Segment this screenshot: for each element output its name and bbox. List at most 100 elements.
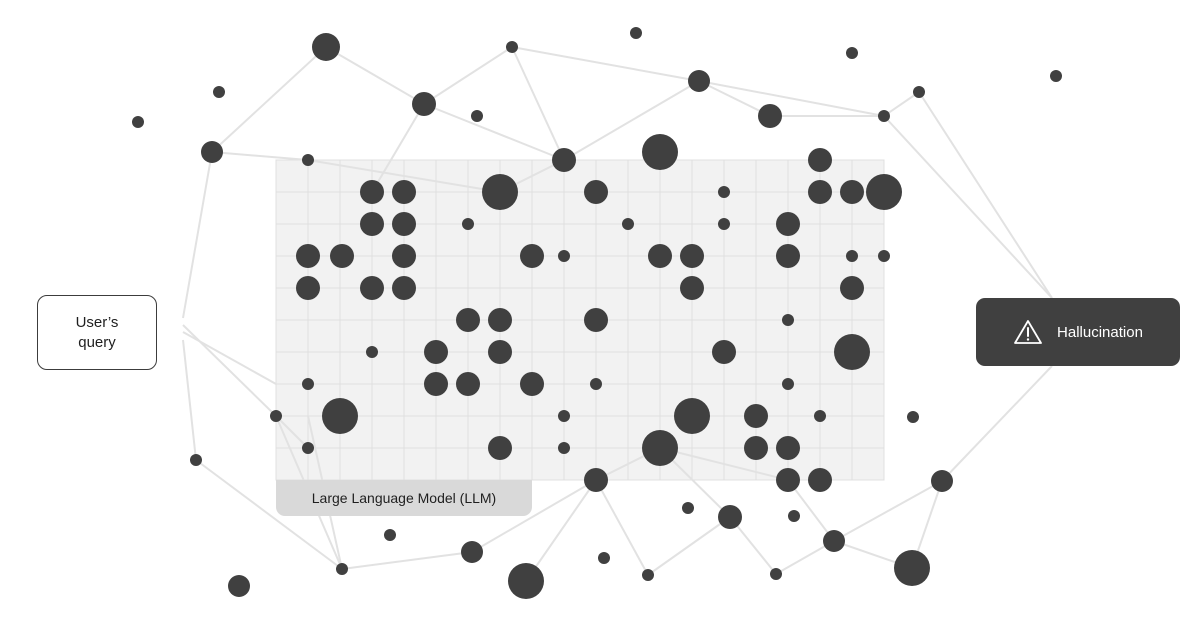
network-edge <box>182 331 277 385</box>
network-node <box>598 552 610 564</box>
network-node <box>296 276 320 300</box>
network-node <box>642 569 654 581</box>
network-node <box>642 134 678 170</box>
network-node <box>322 398 358 434</box>
network-node <box>312 33 340 61</box>
user-query-label: User’s query <box>75 313 119 351</box>
network-node <box>674 398 710 434</box>
network-node <box>488 340 512 364</box>
llm-label: Large Language Model (LLM) <box>311 490 497 506</box>
network-node <box>770 568 782 580</box>
network-node <box>520 372 544 396</box>
network-node <box>471 110 483 122</box>
network-node <box>590 378 602 390</box>
network-node <box>776 436 800 460</box>
network-node <box>840 180 864 204</box>
network-edge <box>525 479 649 582</box>
network-node <box>788 510 800 522</box>
network-node <box>688 70 710 92</box>
user-query-box: User’s query <box>37 295 157 370</box>
network-node <box>718 218 730 230</box>
network-node <box>782 378 794 390</box>
hallucination-box: Hallucination <box>976 298 1180 366</box>
network-node <box>913 86 925 98</box>
network-nodes <box>132 27 1062 599</box>
network-node <box>552 148 576 172</box>
network-node <box>412 92 436 116</box>
network-node <box>201 141 223 163</box>
network-node <box>878 110 890 122</box>
network-node <box>558 250 570 262</box>
network-node <box>680 244 704 268</box>
network-node <box>776 212 800 236</box>
network-node <box>718 186 730 198</box>
network-node <box>1050 70 1062 82</box>
network-edge <box>275 415 309 449</box>
network-node <box>488 436 512 460</box>
network-edge <box>423 46 565 161</box>
network-node <box>584 468 608 492</box>
network-node <box>488 308 512 332</box>
network-node <box>392 180 416 204</box>
network-node <box>558 442 570 454</box>
network-node <box>808 468 832 492</box>
network-node <box>132 116 144 128</box>
network-node <box>680 276 704 300</box>
network-node <box>758 104 782 128</box>
network-node <box>814 410 826 422</box>
network-node <box>782 314 794 326</box>
network-node <box>682 502 694 514</box>
network-node <box>648 244 672 268</box>
network-node <box>506 41 518 53</box>
llm-label-tab: Large Language Model (LLM) <box>276 480 532 516</box>
warning-triangle-icon <box>1014 320 1042 344</box>
network-node <box>296 244 320 268</box>
network-node <box>878 250 890 262</box>
network-node <box>360 276 384 300</box>
network-node <box>642 430 678 466</box>
network-node <box>558 410 570 422</box>
network-node <box>392 212 416 236</box>
network-edge <box>182 46 1053 319</box>
network-node <box>776 244 800 268</box>
network-node <box>894 550 930 586</box>
network-node <box>384 529 396 541</box>
hallucination-label: Hallucination <box>1057 323 1143 341</box>
network-node <box>336 563 348 575</box>
network-node <box>584 180 608 204</box>
network-node <box>424 340 448 364</box>
network-node <box>622 218 634 230</box>
network-node <box>424 372 448 396</box>
network-node <box>840 276 864 300</box>
network-node <box>366 346 378 358</box>
network-node <box>462 218 474 230</box>
network-node <box>718 505 742 529</box>
network-node <box>846 250 858 262</box>
network-node <box>360 212 384 236</box>
network-node <box>776 468 800 492</box>
network-node <box>823 530 845 552</box>
network-node <box>302 154 314 166</box>
network-node <box>866 174 902 210</box>
network-node <box>392 244 416 268</box>
network-node <box>461 541 483 563</box>
network-node <box>808 148 832 172</box>
network-node <box>846 47 858 59</box>
network-node <box>907 411 919 423</box>
network-node <box>630 27 642 39</box>
network-node <box>808 180 832 204</box>
network-node <box>330 244 354 268</box>
network-node <box>744 404 768 428</box>
network-node <box>834 334 870 370</box>
network-node <box>456 372 480 396</box>
network-node <box>270 410 282 422</box>
network-node <box>508 563 544 599</box>
network-node <box>228 575 250 597</box>
network-edge <box>371 103 425 193</box>
network-node <box>584 308 608 332</box>
network-node <box>931 470 953 492</box>
network-node <box>302 442 314 454</box>
network-node <box>744 436 768 460</box>
network-node <box>190 454 202 466</box>
